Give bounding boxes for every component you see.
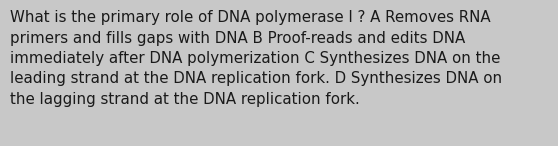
Text: What is the primary role of DNA polymerase I ? A Removes RNA
primers and fills g: What is the primary role of DNA polymera… [10,10,502,107]
